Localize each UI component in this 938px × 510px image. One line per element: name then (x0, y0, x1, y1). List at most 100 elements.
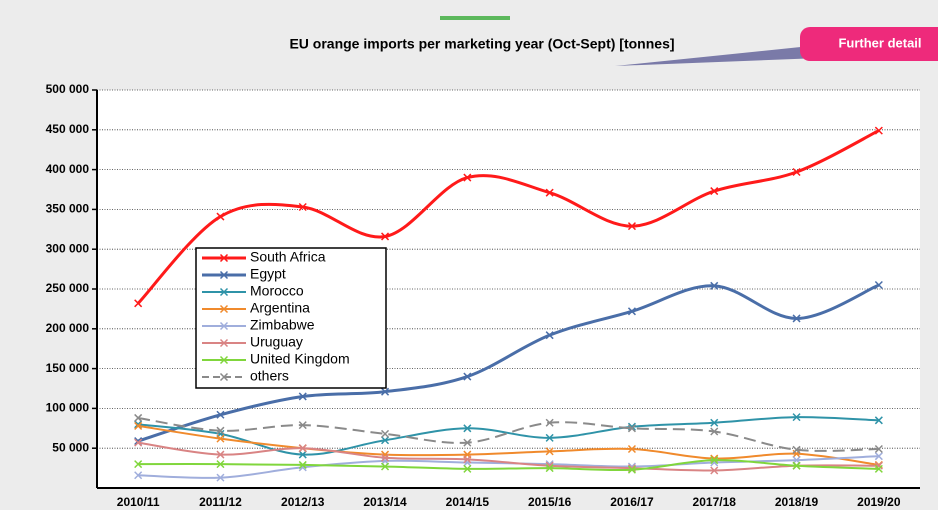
legend-label: United Kingdom (250, 351, 350, 367)
legend-marker (219, 270, 229, 280)
point-marker (874, 464, 883, 473)
point-marker (463, 424, 472, 433)
y-tick-label: 150 000 (46, 361, 90, 375)
point-marker (627, 465, 636, 474)
series-line (138, 459, 879, 472)
legend-label: Egypt (250, 266, 286, 282)
point-marker (545, 433, 554, 442)
x-tick-label: 2010/11 (117, 495, 160, 509)
point-marker (216, 473, 225, 482)
legend-marker (219, 321, 229, 331)
point-marker (298, 202, 307, 212)
point-marker (545, 464, 554, 473)
point-marker (627, 444, 636, 454)
point-marker (463, 372, 472, 381)
x-tick-label: 2011/12 (199, 495, 242, 509)
x-tick-label: 2019/20 (857, 495, 901, 509)
point-marker (134, 413, 143, 422)
point-marker (792, 167, 801, 177)
point-marker (710, 418, 719, 427)
point-marker (792, 413, 801, 422)
point-marker (298, 421, 307, 430)
point-marker (216, 426, 225, 435)
point-marker (381, 429, 390, 438)
y-tick-label: 250 000 (46, 281, 90, 295)
series-line (137, 424, 879, 466)
point-marker (710, 456, 719, 465)
point-marker (298, 450, 307, 459)
legend-label: Uruguay (250, 334, 303, 350)
point-marker (381, 436, 390, 445)
point-marker (216, 460, 225, 469)
legend-label: Morocco (250, 283, 304, 299)
plot: 50 000 100 000 150 000 200 000 250 000 300 00… (46, 82, 920, 509)
legend-label: South Africa (250, 249, 326, 265)
x-tick-label: 2016/17 (610, 495, 654, 509)
point-marker (381, 232, 390, 241)
x-tick-label: 2014/15 (446, 495, 490, 509)
point-marker (710, 187, 719, 196)
point-marker (463, 438, 472, 447)
x-tick-label: 2015/16 (528, 495, 572, 509)
series-line (138, 441, 879, 472)
series-line (138, 416, 879, 456)
point-marker (381, 453, 390, 462)
point-marker (134, 421, 143, 430)
y-tick-label: 100 000 (46, 401, 90, 415)
legend-marker (219, 338, 229, 348)
y-tick-label: 450 000 (46, 122, 90, 136)
legend-marker (219, 372, 229, 382)
point-marker (381, 387, 390, 396)
point-marker (134, 438, 143, 447)
point-marker (627, 424, 636, 433)
legend-marker (219, 304, 229, 314)
point-marker (710, 466, 719, 475)
point-marker (627, 307, 636, 316)
point-marker (874, 416, 883, 425)
x-tick-label: 2012/13 (281, 495, 325, 509)
legend-marker (219, 287, 229, 297)
point-marker (545, 188, 554, 197)
point-marker (298, 392, 307, 401)
callout-text[interactable]: Further detail (838, 35, 921, 50)
legend-label: others (250, 368, 289, 384)
point-marker (545, 418, 554, 427)
point-marker (463, 455, 472, 464)
point-marker (874, 444, 883, 454)
point-marker (792, 445, 801, 454)
point-marker (545, 331, 554, 340)
point-marker (298, 460, 307, 469)
point-marker (134, 299, 143, 308)
point-marker (216, 212, 225, 221)
legend-box (195, 247, 387, 389)
legend-label: Zimbabwe (250, 317, 315, 333)
point-marker (463, 464, 472, 473)
series-line (137, 416, 879, 452)
y-tick-label: 350 000 (46, 202, 90, 216)
point-marker (874, 280, 883, 290)
point-marker (874, 126, 883, 135)
series-line (137, 283, 880, 443)
x-tick-label: 2018/19 (775, 495, 819, 509)
point-marker (710, 281, 719, 290)
point-marker (792, 314, 801, 323)
y-tick-label: 500 000 (46, 82, 90, 96)
point-marker (216, 450, 225, 459)
x-tick-label: 2017/18 (693, 495, 737, 509)
y-tick-label: 300 000 (46, 241, 90, 255)
point-marker (298, 444, 307, 453)
series-line (137, 129, 880, 305)
point-marker (381, 462, 390, 471)
y-tick-label: 400 000 (46, 162, 90, 176)
legend-marker (219, 355, 229, 365)
point-marker (134, 471, 143, 480)
point-marker (792, 461, 801, 470)
point-marker (710, 427, 719, 436)
header-accent (440, 16, 510, 20)
y-tick-label: 200 000 (46, 321, 90, 335)
callout-pointer (615, 45, 820, 66)
point-marker (545, 447, 554, 456)
callout-box[interactable] (800, 27, 938, 61)
